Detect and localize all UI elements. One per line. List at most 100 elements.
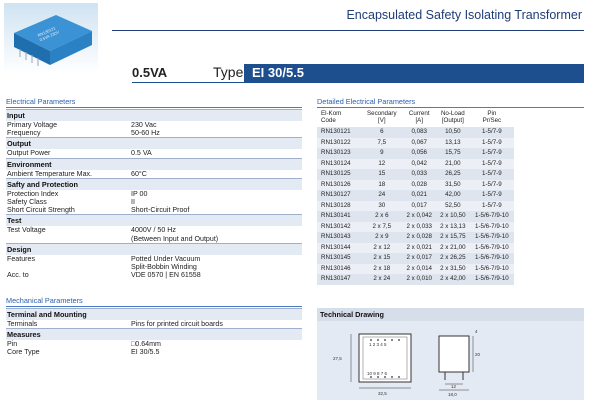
column-header-line1: Secondary [367, 110, 397, 117]
table-cell: 2 x 18 [361, 263, 403, 274]
table-cell: 1-5/6-7/9-10 [469, 232, 514, 243]
column-header-line1: Current [408, 110, 430, 117]
table-row[interactable]: RN130125 15 0,033 26,25 1-5/7-9 [317, 169, 514, 180]
parameter-label: Features [7, 254, 35, 263]
table-row[interactable]: RN130147 2 x 24 2 x 0,010 2 x 42,00 1-5/6-7/… [317, 274, 514, 285]
table-cell: 2 x 0,042 [402, 211, 436, 222]
parameter-label [7, 235, 131, 243]
table-cell: 13,13 [435, 137, 470, 148]
section-rule [6, 107, 302, 108]
table-cell: 1-5/6-7/9-10 [469, 253, 514, 264]
table-cell: RN130125 [317, 169, 362, 180]
column-header-line2: [Output] [441, 117, 464, 124]
parameter-row: Acc. to VDE 0570 | EN 61558 [6, 271, 302, 280]
table-row[interactable]: RN130146 2 x 18 2 x 0,014 2 x 31,50 1-5/6-7/… [317, 263, 514, 274]
parameter-label: Core Type [7, 348, 40, 357]
table-cell: 1-5/7-9 [469, 127, 514, 138]
parameter-label: Acc. to [7, 271, 29, 280]
parameter-value: (Between Input and Output) [131, 234, 219, 243]
table-cell: 2 x 15,75 [435, 232, 470, 243]
table-cell: RN130146 [317, 263, 362, 274]
table-cell: 26,25 [435, 169, 470, 180]
table-cell: 0,056 [402, 148, 436, 159]
table-cell: 1-5/7-9 [469, 169, 514, 180]
table-cell: 12 [361, 158, 403, 169]
parameter-label: Test Voltage [7, 226, 46, 235]
table-header-row: El-Kom Code Secondary [V] Current [A] No-Load[… [317, 110, 514, 127]
document-title: Encapsulated Safety Isolating Transforme… [346, 8, 582, 22]
table-row[interactable]: RN130123 9 0,056 15,75 1-5/7-9 [317, 148, 514, 159]
table-cell: 2 x 7,5 [361, 221, 403, 232]
table-cell: 21,00 [435, 158, 470, 169]
parameter-value: Potted Under Vacuum [131, 254, 201, 263]
table-row[interactable]: RN130142 2 x 7,5 2 x 0,033 2 x 13,13 1-5/6-7… [317, 221, 514, 232]
column-header: Secondary [V] [361, 110, 402, 127]
table-cell: 42,00 [435, 190, 470, 201]
dim-width: 32,5 [378, 391, 387, 396]
parameter-label: Safety Class [7, 198, 47, 207]
group-heading: Design [6, 242, 302, 255]
parameter-value: □0.64mm [131, 340, 161, 349]
parameter-row: Output Power 0.5 VA [6, 149, 302, 158]
table-cell: 6 [361, 127, 403, 138]
table-cell: 2 x 6 [361, 211, 403, 222]
table-cell: RN130128 [317, 200, 362, 211]
type-value: EI 30/5.5 [244, 64, 584, 82]
table-row[interactable]: RN130126 18 0,028 31,50 1-5/7-9 [317, 179, 514, 190]
detailed-parameters-heading[interactable]: Detailed Electrical Parameters [317, 97, 416, 106]
group-heading: Output [6, 137, 302, 150]
parameter-value: II [131, 198, 135, 207]
table-cell: 1-5/7-9 [469, 190, 514, 201]
product-photo: RN130121 0.5VA 230V [4, 3, 98, 73]
table-row[interactable]: RN130121 6 0,083 10,50 1-5/7-9 [317, 127, 514, 138]
table-cell: 2 x 0,033 [402, 221, 436, 232]
table-cell: RN130144 [317, 242, 362, 253]
parameter-value: VDE 0570 | EN 61558 [131, 271, 201, 280]
table-cell: 7,5 [361, 137, 403, 148]
table-cell: RN130127 [317, 190, 362, 201]
table-cell: 52,50 [435, 200, 470, 211]
table-row[interactable]: RN130145 2 x 15 2 x 0,017 2 x 26,25 1-5/6-7/… [317, 253, 514, 264]
group-heading: Input [6, 109, 302, 121]
dim-side-height: 20 [475, 352, 481, 357]
type-label: Type [213, 64, 244, 80]
mechanical-parameters: Mechanical Parameters Terminal and Mount… [6, 296, 302, 357]
technical-drawing: 1 2 3 4 5 10 9 8 7 6 27,5 32,5 20 4 12 [333, 329, 481, 397]
parameter-label: Output Power [7, 149, 51, 158]
table-cell: 2 x 13,13 [435, 221, 470, 232]
parameter-value: 230 Vac [131, 121, 157, 129]
table-cell: 0,021 [402, 190, 436, 201]
table-row[interactable]: RN130124 12 0,042 21,00 1-5/7-9 [317, 158, 514, 169]
parameter-value: 0.5 VA [131, 149, 152, 158]
electrical-parameters-heading[interactable]: Electrical Parameters [6, 97, 76, 106]
table-cell: 0,017 [402, 200, 436, 211]
table-cell: 1-5/6-7/9-10 [469, 263, 514, 274]
table-cell: RN130147 [317, 274, 362, 285]
table-cell: 0,083 [402, 127, 436, 138]
parameter-label: Protection Index [7, 189, 59, 198]
table-cell: 2 x 0,028 [402, 232, 436, 243]
table-row[interactable]: RN130144 2 x 12 2 x 0,021 2 x 21,00 1-5/6-7/… [317, 242, 514, 253]
table-row[interactable]: RN130127 24 0,021 42,00 1-5/7-9 [317, 190, 514, 201]
group-heading: Terminal and Mounting [6, 308, 302, 320]
table-cell: 0,033 [402, 169, 436, 180]
header-rule [132, 82, 584, 83]
parameter-value: 50-60 Hz [131, 129, 160, 138]
column-header-line2: [V] [378, 117, 386, 124]
column-header-line2: [A] [415, 117, 424, 124]
group-heading: Environment [6, 157, 302, 170]
table-cell: 24 [361, 190, 403, 201]
table-row[interactable]: RN130122 7,5 0,067 13,13 1-5/7-9 [317, 137, 514, 148]
mechanical-parameters-heading[interactable]: Mechanical Parameters [6, 296, 83, 305]
detailed-electrical-parameters: Detailed Electrical Parameters El-Kom Cod… [317, 97, 584, 285]
column-header-line1: No-Load [440, 110, 465, 117]
table-cell: 1-5/7-9 [469, 137, 514, 148]
table-cell: 2 x 0,017 [402, 253, 436, 264]
parameter-row: Frequency 50-60 Hz [6, 129, 302, 138]
table-cell: 1-5/6-7/9-10 [469, 221, 514, 232]
table-cell: 2 x 0,010 [402, 274, 436, 285]
table-cell: 2 x 12 [361, 242, 403, 253]
table-row[interactable]: RN130128 30 0,017 52,50 1-5/7-9 [317, 200, 514, 211]
